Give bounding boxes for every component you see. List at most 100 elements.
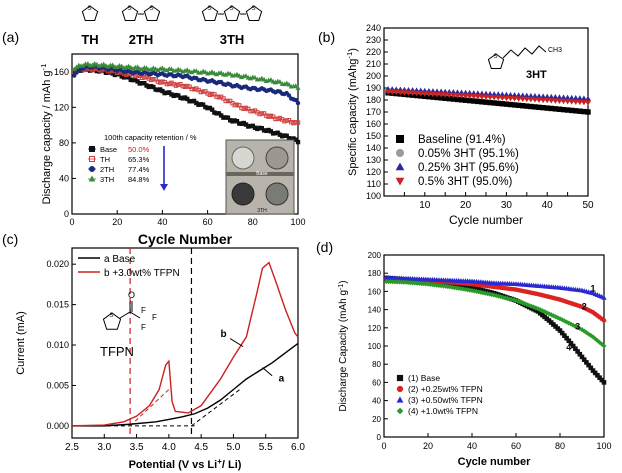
data-point [409,90,416,97]
data-point [261,111,267,116]
data-point [446,92,453,99]
data-point [268,77,274,82]
data-point [248,108,253,114]
data-point [243,73,249,78]
panel-letter-d: (d) [316,239,333,255]
data-point [478,94,485,100]
legend-label: (1) Base [408,373,440,383]
data-point [442,92,449,98]
curve-label: a [279,373,285,384]
curve-label: b [221,329,227,340]
data-point [185,83,190,89]
data-point [151,77,156,82]
data-point [291,120,296,126]
thiophene-icon [121,5,139,21]
thiophene-icon [201,5,219,21]
y-tick-label: 0 [64,209,69,219]
data-point [546,311,552,317]
data-point [560,98,567,105]
curve-label: 2 [582,302,587,312]
data-point [385,89,392,95]
x-tick-label: 0 [381,441,386,451]
data-point [218,70,224,75]
data-point [211,70,217,76]
x-tick-label: 80 [555,441,565,451]
data-point [128,64,134,70]
data-point [177,67,184,73]
data-point [544,97,551,104]
atom-label: O [128,290,135,300]
molecule-label: TFPN [100,344,134,359]
data-point [236,73,242,78]
data-point [164,81,170,87]
data-point [125,63,132,69]
data-point [462,93,469,100]
thiophene-icon [223,5,241,21]
x-tick-label: 20 [460,200,472,211]
legend-label: Base [100,145,117,154]
data-point [189,86,194,92]
data-point [393,89,400,96]
data-point [175,66,181,72]
data-point [187,84,192,89]
data-point [450,92,457,99]
data-point [261,76,267,82]
data-point [257,111,262,117]
x-tick-label: 3.0 [97,442,111,453]
panel-letter-a: (a) [2,29,19,45]
x-tick-label: 80 [248,217,258,227]
legend-retention: 50.0% [128,145,150,154]
legend-label: 3TH [100,175,114,184]
data-point [252,74,258,80]
photo-divider [226,172,294,176]
x-tick-label: 60 [203,217,213,227]
y-tick-label: 0 [377,433,382,442]
y-tick-label: 60 [372,378,381,387]
data-point [277,79,283,84]
thiophene-icon-s: S [230,6,234,12]
data-point [153,77,158,82]
axis-label-x: Cycle number [449,213,523,227]
data-point [519,96,526,103]
data-point [405,90,412,96]
data-point [286,93,292,98]
series-line [383,278,607,349]
data-point [101,61,107,67]
data-point [458,93,465,99]
y-tick-label: 200 [366,71,381,81]
data-point [142,75,147,80]
y-tick-label: 80 [372,360,381,369]
molecule-3ht: S CH3 3HT [487,45,562,81]
thiophene-icon [487,53,505,69]
thiophene-icon-s: S [252,6,256,12]
data-point [295,85,301,90]
data-point [568,99,575,105]
data-point [270,78,276,84]
data-point [225,98,231,104]
data-point [284,118,289,123]
data-point [429,91,437,98]
data-point [259,75,265,81]
y-tick-label: 230 [366,35,381,45]
data-point [495,95,502,101]
legend-label: 2TH [100,165,114,174]
x-tick-label: 30 [501,200,513,211]
data-point [228,98,233,104]
data-point [282,118,287,124]
alkyl-chain [502,45,547,59]
y-tick-label: 150 [366,131,381,141]
data-point [234,71,240,77]
y-tick-label: 220 [366,47,381,57]
legend-marker [396,135,404,143]
data-point [94,61,100,67]
legend-marker [395,177,405,186]
axis-label-y: Current (mA) [15,311,27,375]
legend-marker [396,149,404,157]
data-point [580,99,587,106]
y-tick-label: 210 [366,59,381,69]
series-3TH [71,60,301,90]
axis-label-x: Cycle Number [138,231,233,247]
legend-label: (2) +0.25wt% TFPN [408,384,483,394]
data-point [284,133,289,138]
